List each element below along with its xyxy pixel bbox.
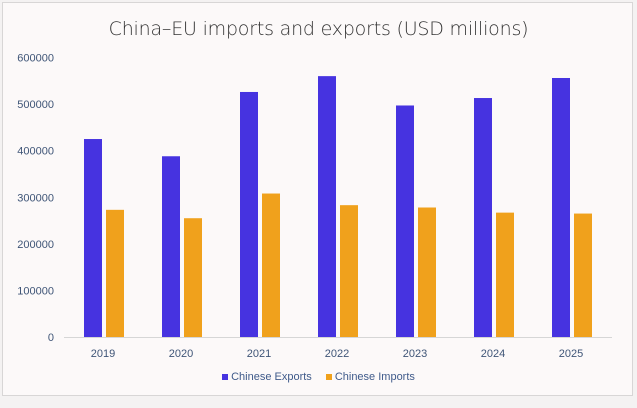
- chart-title: China–EU imports and exports (USD millio…: [108, 18, 529, 40]
- bar-exports-2021: [240, 91, 258, 337]
- bar-imports-2025: [574, 213, 592, 337]
- legend-label-exports: Chinese Exports: [231, 371, 312, 383]
- y-tick-label: 300000: [17, 192, 54, 204]
- bar-imports-2024: [496, 212, 514, 337]
- y-tick-label: 100000: [17, 285, 54, 297]
- x-tick-label: 2025: [559, 348, 583, 360]
- y-tick-label: 600000: [17, 53, 54, 65]
- y-tick-label: 200000: [17, 239, 54, 251]
- x-tick-label: 2020: [169, 348, 193, 360]
- bar-imports-2019: [106, 209, 124, 337]
- bar-exports-2024: [474, 98, 492, 337]
- bar-exports-2023: [396, 105, 414, 337]
- bar-exports-2019: [84, 139, 102, 337]
- legend: Chinese Exports Chinese Imports: [0, 371, 637, 383]
- legend-label-imports: Chinese Imports: [334, 371, 415, 383]
- bar-imports-2023: [418, 207, 436, 337]
- legend-swatch-imports: [325, 374, 332, 381]
- x-tick-label: 2023: [403, 348, 427, 360]
- y-tick-label: 400000: [17, 146, 54, 158]
- bar-imports-2020: [184, 218, 202, 337]
- x-tick-label: 2021: [247, 348, 271, 360]
- x-tick-label: 2024: [481, 348, 505, 360]
- legend-swatch-exports: [222, 374, 229, 381]
- legend-item-imports: Chinese Imports: [325, 371, 415, 383]
- x-tick-label: 2022: [325, 348, 349, 360]
- y-tick-label: 500000: [17, 99, 54, 111]
- bar-imports-2022: [340, 205, 358, 337]
- bar-exports-2022: [318, 76, 336, 337]
- x-tick-label: 2019: [91, 348, 115, 360]
- bar-exports-2025: [552, 77, 570, 337]
- y-tick-label: 0: [48, 332, 54, 344]
- bar-exports-2020: [162, 156, 180, 337]
- bar-imports-2021: [262, 193, 280, 337]
- legend-item-exports: Chinese Exports: [222, 371, 312, 383]
